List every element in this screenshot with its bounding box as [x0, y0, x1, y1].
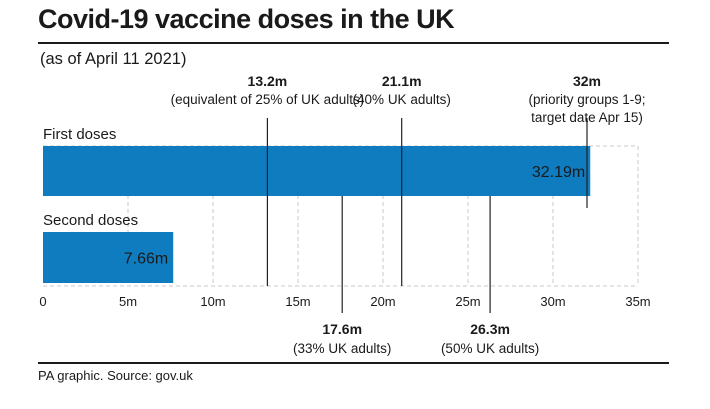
chart-subtitle: (as of April 11 2021) [40, 50, 187, 68]
x-tick-label: 0 [39, 294, 46, 309]
x-tick-label: 10m [200, 294, 225, 309]
title-rule [38, 42, 669, 44]
x-tick-label: 15m [285, 294, 310, 309]
category-label: First doses [43, 126, 116, 143]
bar-value-label: 32.19m [532, 164, 585, 181]
bars [43, 146, 591, 283]
footer-rule [38, 362, 669, 364]
chart-title: Covid-19 vaccine doses in the UK [38, 4, 455, 34]
marker-value-label: 13.2m [248, 73, 288, 89]
marker-value-label: 17.6m [322, 321, 362, 337]
marker-value-label: 26.3m [470, 321, 510, 337]
x-tick-label: 30m [540, 294, 565, 309]
labels: 0 5m 10m 15m 20m 25m 30m 35m 32.19m First doses 7.… [39, 73, 650, 356]
x-tick-label: 25m [455, 294, 480, 309]
marker-note-label: target date Apr 15) [531, 110, 643, 125]
marker-value-label: 21.1m [382, 73, 422, 89]
marker-value-label: 32m [573, 73, 601, 89]
marker-note-label: (equivalent of 25% of UK adults) [171, 92, 365, 107]
reference-markers [266, 118, 588, 313]
category-label: Second doses [43, 212, 138, 229]
marker-note-label: (priority groups 1-9; [528, 92, 645, 107]
marker-note-label: (33% UK adults) [293, 341, 391, 356]
marker-note-label: (50% UK adults) [441, 341, 539, 356]
bar [43, 146, 591, 196]
x-tick-label: 35m [625, 294, 650, 309]
bar-value-label: 7.66m [124, 251, 168, 268]
x-tick-label: 5m [119, 294, 137, 309]
marker-note-label: (40% UK adults) [353, 92, 451, 107]
bar [43, 232, 174, 283]
x-tick-label: 20m [370, 294, 395, 309]
source-note: PA graphic. Source: gov.uk [38, 368, 193, 383]
